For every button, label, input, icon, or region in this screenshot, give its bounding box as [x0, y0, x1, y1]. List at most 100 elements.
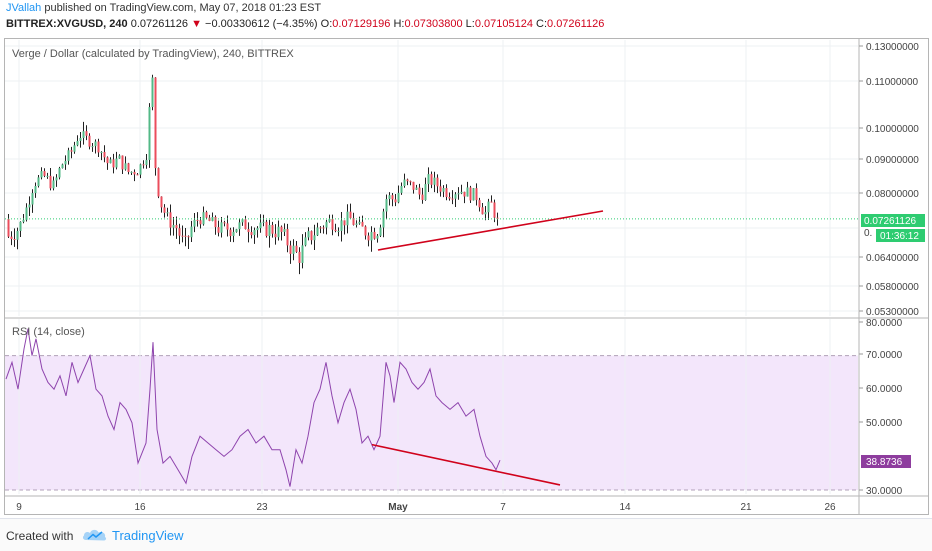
- candle: [451, 190, 454, 205]
- candle-body-up: [313, 235, 316, 241]
- candle-body-down: [418, 187, 421, 195]
- price-axis-label: 0.10000000: [866, 124, 919, 135]
- candle: [235, 228, 238, 233]
- candle: [211, 212, 214, 222]
- candle: [406, 178, 409, 186]
- candle: [421, 187, 424, 204]
- candle-body-down: [493, 202, 496, 218]
- candle: [316, 222, 319, 236]
- candle: [94, 139, 97, 154]
- price-support-trendline: [377, 210, 604, 251]
- countdown-badge: [876, 229, 925, 242]
- candle: [121, 155, 124, 175]
- candle: [292, 239, 295, 261]
- candle: [415, 184, 418, 191]
- candle-body-up: [283, 228, 286, 232]
- candle-body-up: [238, 222, 241, 230]
- price-axis-label: 0.11000000: [866, 77, 919, 88]
- author-link[interactable]: JVallah: [6, 2, 42, 14]
- candle-body-down: [394, 199, 397, 203]
- symbol-label[interactable]: BITTREX:XVGUSD, 240: [6, 18, 128, 30]
- candle-body-up: [262, 221, 265, 223]
- candle-body-up: [91, 146, 94, 148]
- candle-body-down: [121, 155, 124, 170]
- time-axis-label: 26: [824, 502, 836, 513]
- rsi-divergence-trendline: [371, 443, 561, 486]
- trendlines[interactable]: [371, 210, 604, 486]
- candle-body-up: [241, 219, 244, 223]
- candle-body-up: [232, 231, 235, 237]
- time-axis-label: 7: [500, 502, 506, 513]
- ohlc-high-label: H:: [393, 18, 405, 30]
- price-axis-label: 0.: [864, 228, 872, 239]
- rsi-axis-label: 80.0000: [866, 318, 903, 329]
- candle-body-up: [115, 158, 118, 168]
- candle: [349, 203, 352, 219]
- candle-body-up: [46, 175, 49, 177]
- candle-body-down: [271, 225, 274, 234]
- candle: [19, 221, 22, 237]
- candle: [7, 213, 10, 239]
- candle-body-up: [328, 218, 331, 222]
- chart-canvas[interactable]: 0.13000000 0.11000000 0.10000000 0.09000000…: [0, 0, 932, 518]
- time-axis-label: 21: [740, 502, 752, 513]
- candle: [37, 175, 40, 188]
- candle-body-up: [130, 171, 133, 173]
- candle-body-up: [484, 212, 487, 215]
- candle-body-up: [259, 222, 262, 229]
- candle-body-down: [373, 231, 376, 239]
- candle-body-up: [34, 186, 37, 194]
- candle: [52, 176, 55, 191]
- candle: [166, 207, 169, 217]
- tradingview-brand[interactable]: TradingView: [112, 528, 184, 543]
- candle: [319, 226, 322, 234]
- candle-body-down: [160, 196, 163, 208]
- candle: [229, 227, 232, 242]
- candle: [148, 103, 151, 168]
- candle: [103, 145, 106, 163]
- candle-body-up: [433, 177, 436, 185]
- candle: [340, 211, 343, 242]
- candle-body-down: [187, 236, 190, 238]
- candle-body-down: [448, 196, 451, 199]
- candle-body-down: [199, 220, 202, 225]
- candle-body-down: [439, 186, 442, 192]
- time-axis-label: May: [388, 502, 408, 513]
- candle: [85, 125, 88, 141]
- candle-body-up: [340, 220, 343, 231]
- candle: [268, 219, 271, 248]
- candle-body-down: [157, 168, 160, 197]
- candle-body-down: [406, 179, 409, 182]
- candle: [139, 163, 142, 179]
- price-axis-label: 0.09000000: [866, 155, 919, 166]
- price-axis[interactable]: 0.13000000 0.11000000 0.10000000 0.09000000…: [859, 42, 925, 318]
- down-arrow-icon: ▼: [191, 18, 202, 30]
- candle: [280, 225, 283, 241]
- candle-body-up: [385, 199, 388, 212]
- candle-body-up: [55, 177, 58, 181]
- candle: [361, 215, 364, 227]
- rsi-axis[interactable]: 80.0000 70.0000 60.0000 50.0000 30.0000 38.87…: [859, 318, 911, 497]
- candle: [133, 169, 136, 182]
- candle: [409, 180, 412, 186]
- candle: [388, 192, 391, 206]
- candle: [43, 168, 46, 178]
- candle: [430, 171, 433, 189]
- ohlc-low-label: L:: [465, 18, 475, 30]
- published-text: published on TradingView.com, May 07, 20…: [44, 2, 322, 14]
- candle-body-down: [214, 217, 217, 228]
- candle: [493, 199, 496, 223]
- candle: [247, 222, 250, 243]
- candle: [379, 224, 382, 238]
- candle-body-down: [154, 77, 157, 169]
- candle-body-down: [229, 229, 232, 237]
- candle: [322, 225, 325, 234]
- candle: [418, 183, 421, 200]
- time-axis[interactable]: 9 16 23 May 7 14 21 26: [16, 502, 836, 513]
- candle-body-up: [58, 168, 61, 178]
- candle-body-down: [322, 227, 325, 229]
- candle: [427, 167, 430, 193]
- ohlc-close-label: C:: [536, 18, 548, 30]
- candle: [28, 196, 31, 216]
- candle-body-down: [469, 187, 472, 201]
